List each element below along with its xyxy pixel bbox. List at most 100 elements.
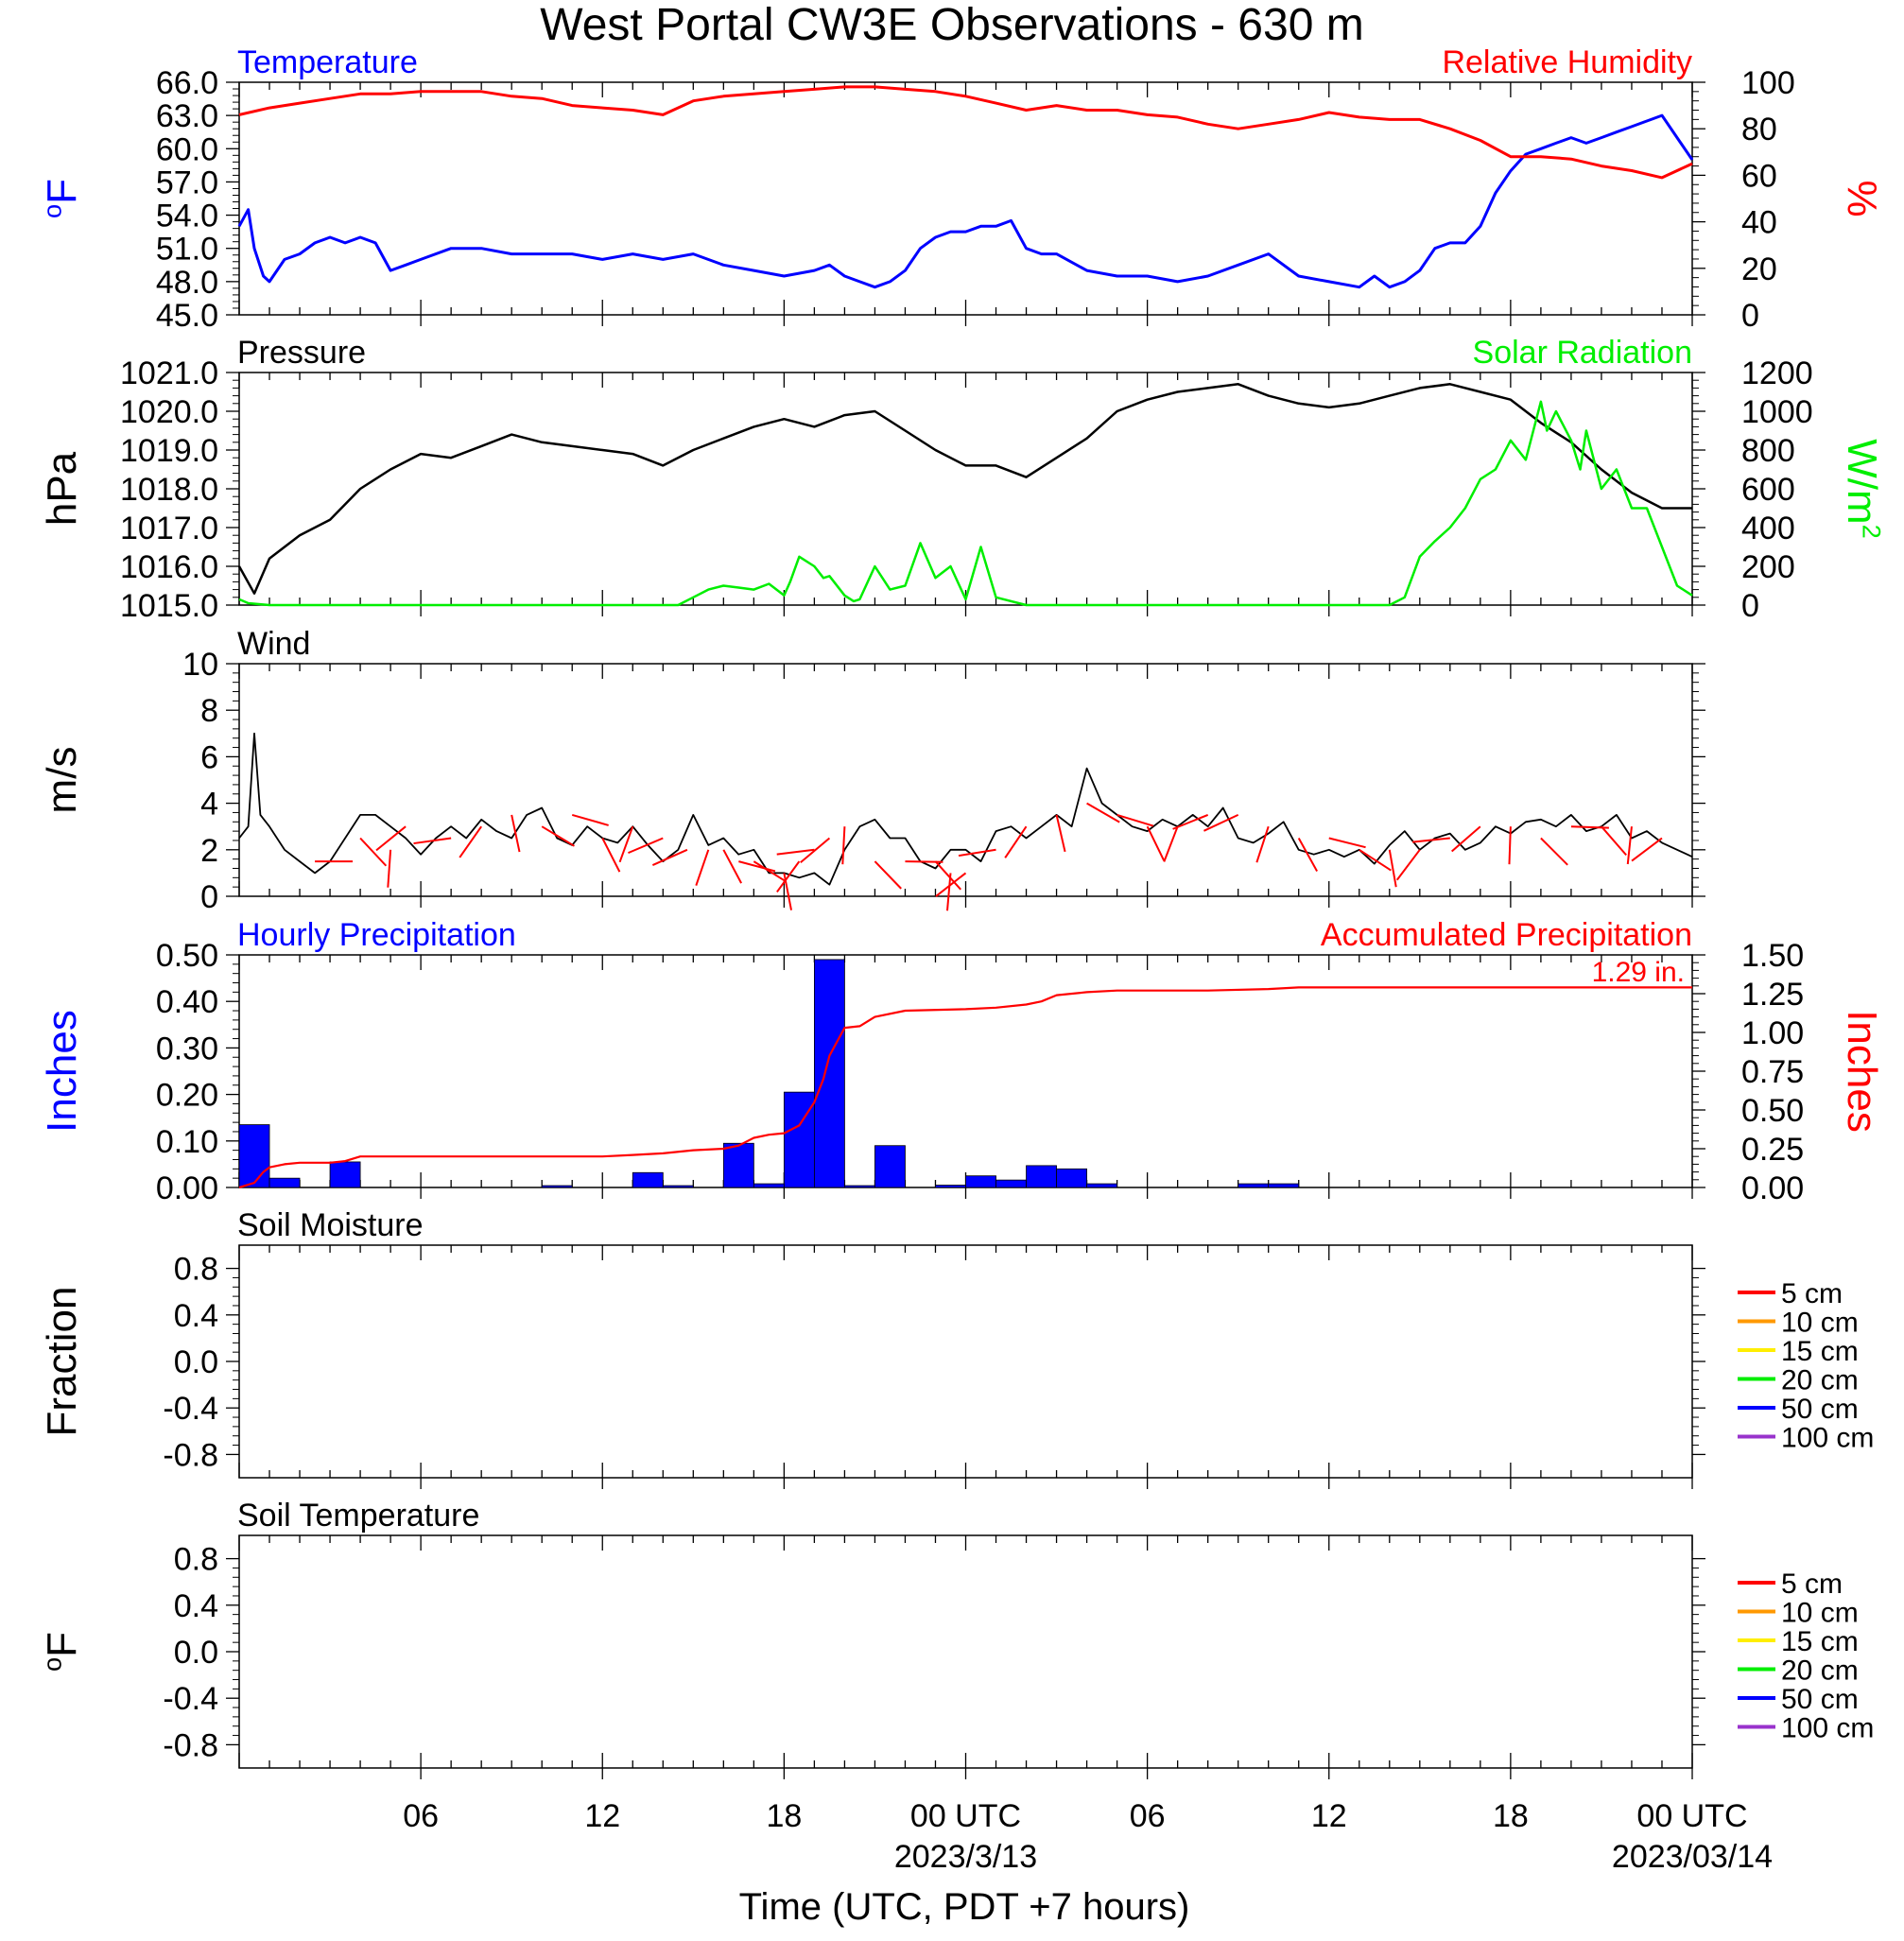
y-tick-label-left: 0.40 [156,984,218,1020]
precip-bar [1086,1183,1118,1188]
precip-bar [874,1145,906,1188]
y-tick-label-left: 0.4 [174,1588,218,1624]
precip-bar [1026,1165,1057,1188]
degree-symbol: o [38,1657,67,1672]
y-tick-label-left: -0.4 [163,1391,218,1427]
y-tick-label-left: 8 [200,693,218,729]
wind-barb [935,872,967,897]
wind-barb [1255,825,1270,863]
y-tick-label-right: 1000 [1741,394,1813,430]
wind-barb [1328,837,1366,849]
solar-radiation-line [238,400,1693,607]
pressure-line [237,383,1692,595]
wind-barb [459,825,482,858]
y-tick-label-right: 0.75 [1741,1054,1804,1090]
wind-barb [1146,825,1166,861]
y-tick-label-right: 0 [1741,298,1759,334]
y-tick-label-left: 2 [200,833,218,869]
y-tick-label-right: 80 [1741,112,1777,147]
wind-barb [601,838,621,873]
y-axis-label-left: Fraction [39,1287,85,1437]
y-tick-label-right: 1.25 [1741,977,1804,1013]
y-tick-label-right: 0.50 [1741,1093,1804,1129]
unit-letter: F [39,179,85,204]
precip-bar [268,1177,301,1188]
panel-title-right: Accumulated Precipitation [1321,917,1692,953]
y-tick-label-right: 60 [1741,158,1777,194]
legend-label: 20 cm [1781,1655,1859,1687]
y-tick-label-right: 0.25 [1741,1132,1804,1168]
precip-bar [844,1185,875,1188]
y-tick-label-right: 200 [1741,549,1795,585]
wind-barb [359,837,388,867]
wind-barb [387,849,392,888]
wind-barb [1395,849,1421,881]
legend-label: 10 cm [1781,1598,1859,1629]
y-tick-label-left: 0.20 [156,1078,218,1114]
wind-barb [1451,825,1481,853]
y-tick-label-right: 1.00 [1741,1015,1804,1051]
y-tick-label-right: 100 [1741,65,1795,101]
y-tick-label-left: 0.00 [156,1170,218,1206]
x-tick-label: 18 [1493,1798,1529,1834]
panel-title-right: Solar Radiation [1473,335,1692,371]
precip-bar [813,959,845,1188]
panel-title-left: Wind [237,626,310,662]
accumulated-precip-line [238,986,1692,1189]
y-tick-label-left: 6 [200,739,218,775]
precip-bar [722,1142,754,1188]
accumulated-total-label: 1.29 in. [1592,957,1685,988]
chart-panels: 45.048.051.054.057.060.063.066.002040608… [38,44,1886,1779]
y-tick-label-left: 0.4 [174,1298,218,1334]
panel-title-left: Hourly Precipitation [237,917,516,953]
wind-barb [1359,848,1392,872]
precip-bar [965,1175,996,1188]
wind-barb [1116,813,1154,827]
panel-title-right: Relative Humidity [1442,44,1692,80]
panel-frame [238,663,1693,897]
x-axis-labels: 06 12 18 00 UTC 06 12 18 00 UTC 2023/3/13 2023/03… [403,1798,1773,1875]
precip-bar [329,1161,361,1188]
wind-barb [1004,825,1028,858]
y-tick-label-left: 1021.0 [120,355,218,391]
x-tick-label: 06 [1130,1798,1166,1834]
x-axis-title: Time (UTC, PDT +7 hours) [739,1886,1190,1928]
y-tick-label-left: 60.0 [156,131,218,167]
y-axis-label-left: hPa [39,451,85,526]
y-tick-label-left: 54.0 [156,199,218,234]
y-axis-label-left: oF [38,1632,85,1672]
wind-barb [413,837,452,845]
y-tick-label-left: 0.8 [174,1252,218,1288]
wind-barb [934,860,961,891]
y-axis-label-left: Inches [39,1010,85,1133]
wind-barb [776,860,801,893]
y-tick-label-left: 1019.0 [120,433,218,469]
wind-barb [753,860,787,883]
y-tick-label-left: 0.8 [174,1542,218,1578]
precip-bar [1238,1183,1270,1188]
wind-barb [1540,837,1568,866]
wind-barb [618,825,634,863]
y-tick-label-left: -0.4 [163,1681,218,1717]
panel-frame [238,1244,1693,1479]
wind-barb [946,873,952,911]
x-date-label: 2023/03/14 [1612,1839,1773,1875]
precip-bar [1268,1183,1300,1188]
y-tick-label-left: 0.0 [174,1635,218,1671]
wind-barb [1411,837,1450,843]
wind-barb [1297,838,1318,872]
wind-barb [738,860,776,873]
panel-frame [238,81,1693,316]
humidity-line [238,85,1693,180]
wind-barb [1055,814,1066,853]
y-tick-label-left: 45.0 [156,298,218,334]
y-tick-label-right: 400 [1741,511,1795,546]
wind-barb [628,837,664,855]
precip-bar [541,1185,573,1188]
wind-barb [1163,825,1179,862]
legend-label: 50 cm [1781,1684,1859,1715]
unit-letter: F [39,1632,85,1657]
precip-bar [238,1124,270,1188]
legend-label: 100 cm [1781,1423,1874,1454]
